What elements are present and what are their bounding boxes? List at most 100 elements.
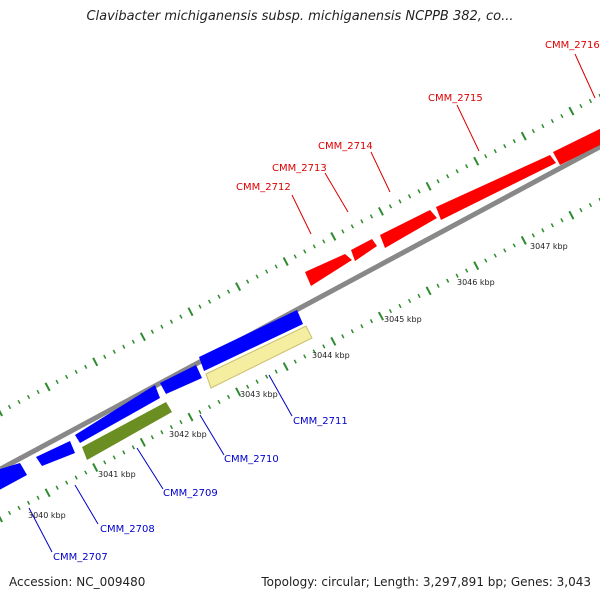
minor-tick	[65, 480, 69, 485]
minor-tick	[417, 189, 421, 194]
tick-label: 3040 kbp	[28, 511, 66, 520]
minor-tick	[207, 404, 212, 410]
minor-tick	[26, 500, 31, 505]
minor-tick	[150, 329, 154, 334]
minor-tick	[160, 324, 164, 329]
tick-label: 3043 kbp	[240, 390, 278, 399]
major-tick	[0, 409, 3, 417]
minor-tick	[312, 244, 316, 249]
minor-tick	[512, 243, 516, 248]
minor-tick	[350, 329, 354, 334]
minor-tick	[179, 419, 183, 425]
minor-tick	[26, 394, 31, 400]
label-cmm-2715: CMM_2715	[428, 93, 483, 104]
minor-tick	[293, 359, 297, 364]
minor-tick	[503, 248, 507, 253]
minor-tick	[131, 445, 135, 450]
minor-tick	[65, 374, 69, 380]
minor-tick	[360, 219, 364, 224]
major-tick	[330, 232, 337, 241]
gene-labels: CMM_2712 CMM_2713 CMM_2714 CMM_2715 CMM_…	[53, 40, 600, 563]
outer-tick-marks	[0, 93, 600, 417]
minor-tick	[455, 169, 459, 174]
label-cmm-2708: CMM_2708	[100, 524, 155, 535]
minor-tick	[84, 364, 88, 369]
major-tick	[282, 362, 289, 371]
minor-tick	[226, 394, 231, 399]
major-tick	[187, 412, 194, 422]
minor-tick	[274, 264, 278, 269]
major-tick	[44, 488, 51, 498]
major-tick	[473, 156, 480, 166]
minor-tick	[322, 344, 326, 349]
minor-tick	[484, 258, 488, 263]
major-tick	[0, 515, 3, 523]
major-tick	[520, 235, 527, 245]
minor-tick	[265, 269, 269, 274]
accession-text: Accession: NC_009480	[9, 575, 146, 589]
tick-label: 3046 kbp	[457, 278, 495, 287]
gene-cmm-2712[interactable]	[305, 254, 352, 286]
minor-tick	[550, 118, 554, 124]
minor-tick	[398, 199, 402, 204]
gene-cmm-2714[interactable]	[380, 210, 437, 248]
label-cmm-2711: CMM_2711	[293, 416, 348, 427]
genome-backbone	[0, 143, 600, 473]
minor-tick	[388, 308, 393, 314]
minor-tick	[341, 334, 345, 339]
tick-label: 3047 kbp	[530, 242, 568, 251]
tick-label: 3044 kbp	[312, 351, 350, 360]
minor-tick	[198, 409, 202, 415]
minor-tick	[169, 425, 174, 430]
gene-cmm-2710[interactable]	[160, 365, 202, 394]
minor-tick	[493, 253, 497, 258]
minor-tick	[246, 384, 250, 389]
minor-tick	[579, 103, 583, 109]
minor-tick	[484, 154, 488, 159]
major-tick	[235, 387, 242, 397]
minor-tick	[407, 194, 412, 199]
major-tick	[425, 181, 432, 191]
major-tick	[330, 336, 337, 346]
minor-tick	[198, 304, 202, 309]
minor-tick	[17, 399, 21, 405]
minor-tick	[541, 123, 545, 129]
major-tick	[520, 131, 527, 141]
major-tick	[92, 357, 99, 367]
label-cmm-2712: CMM_2712	[236, 182, 291, 193]
minor-tick	[388, 204, 393, 209]
minor-tick	[493, 149, 497, 154]
minor-tick	[341, 229, 345, 234]
minor-tick	[503, 144, 507, 149]
gene-cmm-2709[interactable]	[75, 385, 160, 443]
major-tick	[282, 257, 289, 266]
gene-cmm-2708[interactable]	[36, 441, 75, 466]
minor-tick	[293, 254, 297, 259]
major-tick	[568, 106, 575, 116]
gene-cmm-2711[interactable]	[199, 310, 303, 371]
minor-tick	[465, 268, 469, 273]
minor-tick	[255, 274, 259, 279]
minor-tick	[17, 505, 21, 511]
minor-tick	[74, 369, 78, 374]
minor-tick	[217, 399, 221, 405]
minor-tick	[36, 495, 40, 500]
reverse-genes[interactable]	[0, 310, 303, 495]
forward-genes[interactable]	[305, 124, 600, 286]
minor-tick	[350, 224, 354, 229]
minor-tick	[274, 369, 278, 374]
gene-cmm-2707[interactable]	[0, 463, 27, 495]
major-tick	[139, 437, 146, 447]
minor-tick	[369, 319, 374, 324]
feature-yellow-bar	[205, 325, 313, 389]
minor-tick	[588, 98, 593, 104]
gene-cmm-2715[interactable]	[436, 155, 556, 220]
major-tick	[187, 307, 194, 317]
minor-tick	[265, 374, 269, 379]
major-tick	[378, 206, 384, 216]
gene-cmm-2716[interactable]	[553, 124, 600, 165]
minor-tick	[179, 314, 183, 319]
gene-cmm-2713[interactable]	[351, 239, 377, 261]
